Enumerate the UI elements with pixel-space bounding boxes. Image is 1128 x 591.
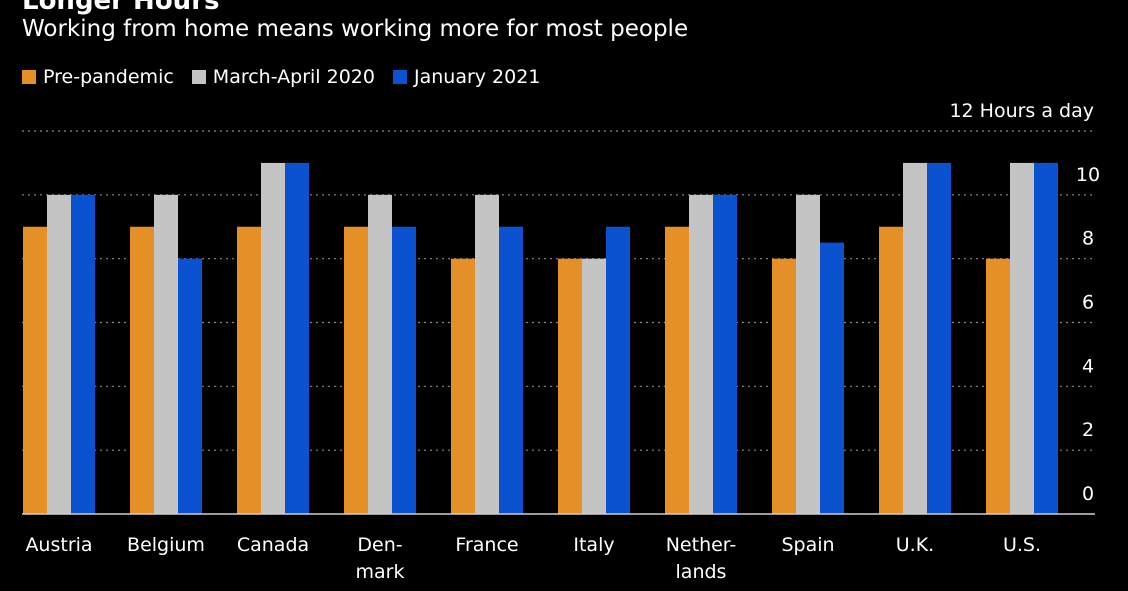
x-tick-label-netherlands: Nether- — [666, 534, 737, 556]
bar-canada-series-1 — [261, 162, 285, 514]
bar-us-series-1 — [1010, 162, 1034, 514]
legend-swatch-january-2021 — [392, 70, 407, 84]
legend: Pre-pandemic March-April 2020 January 20… — [22, 66, 558, 88]
x-tick-label-spain: Spain — [781, 534, 834, 556]
bar-spain-series-0 — [772, 258, 796, 514]
x-tick-label-canada: Canada — [237, 534, 309, 556]
legend-item-january-2021: January 2021 — [392, 66, 541, 88]
y-tick-label-2: 2 — [1082, 419, 1094, 441]
legend-label-march-april-2020: March-April 2020 — [212, 66, 375, 88]
legend-item-march-april-2020: March-April 2020 — [191, 66, 375, 88]
legend-swatch-pre-pandemic — [22, 70, 36, 84]
chart-subtitle: Working from home means working more for… — [22, 16, 689, 42]
y-tick-label-4: 4 — [1082, 355, 1094, 377]
bar-netherlands-series-2 — [713, 194, 737, 515]
bar-belgium-series-2 — [178, 258, 202, 514]
y-tick-label-6: 6 — [1082, 292, 1094, 314]
x-tick-label-us: U.S. — [1003, 534, 1041, 556]
bar-italy-series-1 — [582, 258, 606, 514]
bar-uk-series-1 — [903, 162, 927, 514]
bar-uk-series-0 — [879, 226, 903, 514]
legend-item-pre-pandemic: Pre-pandemic — [22, 66, 174, 88]
legend-swatch-march-april-2020 — [191, 70, 206, 84]
bar-france-series-2 — [499, 226, 523, 514]
x-tick-label-france: France — [455, 534, 518, 556]
x-tick-label-austria: Austria — [25, 534, 92, 556]
y-tick-label-0: 0 — [1082, 483, 1094, 505]
bar-us-series-2 — [1034, 162, 1058, 514]
bar-denmark-series-1 — [368, 194, 392, 515]
bar-denmark-series-0 — [344, 226, 368, 514]
bar-france-series-0 — [451, 258, 475, 514]
bar-canada-series-2 — [285, 162, 309, 514]
bar-belgium-series-1 — [154, 194, 178, 515]
bar-austria-series-0 — [23, 226, 47, 514]
legend-label-january-2021: January 2021 — [413, 66, 541, 88]
bar-netherlands-series-0 — [665, 226, 689, 514]
x-tick-label-denmark: Den- — [357, 534, 402, 556]
y-unit-label: 12 Hours a day — [949, 100, 1094, 122]
bar-france-series-1 — [475, 194, 499, 515]
x-tick-label-denmark-line2: mark — [356, 561, 405, 583]
bar-spain-series-2 — [820, 242, 844, 515]
bar-italy-series-0 — [558, 258, 582, 514]
y-tick-label-10: 10 — [1076, 164, 1100, 186]
x-tick-label-uk: U.K. — [896, 534, 934, 556]
bar-canada-series-0 — [237, 226, 261, 514]
bar-austria-series-1 — [47, 194, 71, 515]
x-tick-label-belgium: Belgium — [127, 534, 205, 556]
bar-spain-series-1 — [796, 194, 820, 515]
bar-us-series-0 — [986, 258, 1010, 514]
y-tick-label-8: 8 — [1082, 228, 1094, 250]
bar-netherlands-series-1 — [689, 194, 713, 515]
x-tick-label-netherlands-line2: lands — [676, 561, 727, 583]
bar-uk-series-2 — [927, 162, 951, 514]
x-tick-label-italy: Italy — [573, 534, 614, 556]
chart-title: Longer Hours — [22, 0, 220, 16]
bar-austria-series-2 — [71, 194, 95, 515]
bar-italy-series-2 — [606, 226, 630, 514]
bar-belgium-series-0 — [130, 226, 154, 514]
legend-label-pre-pandemic: Pre-pandemic — [43, 66, 174, 88]
bar-denmark-series-2 — [392, 226, 416, 514]
